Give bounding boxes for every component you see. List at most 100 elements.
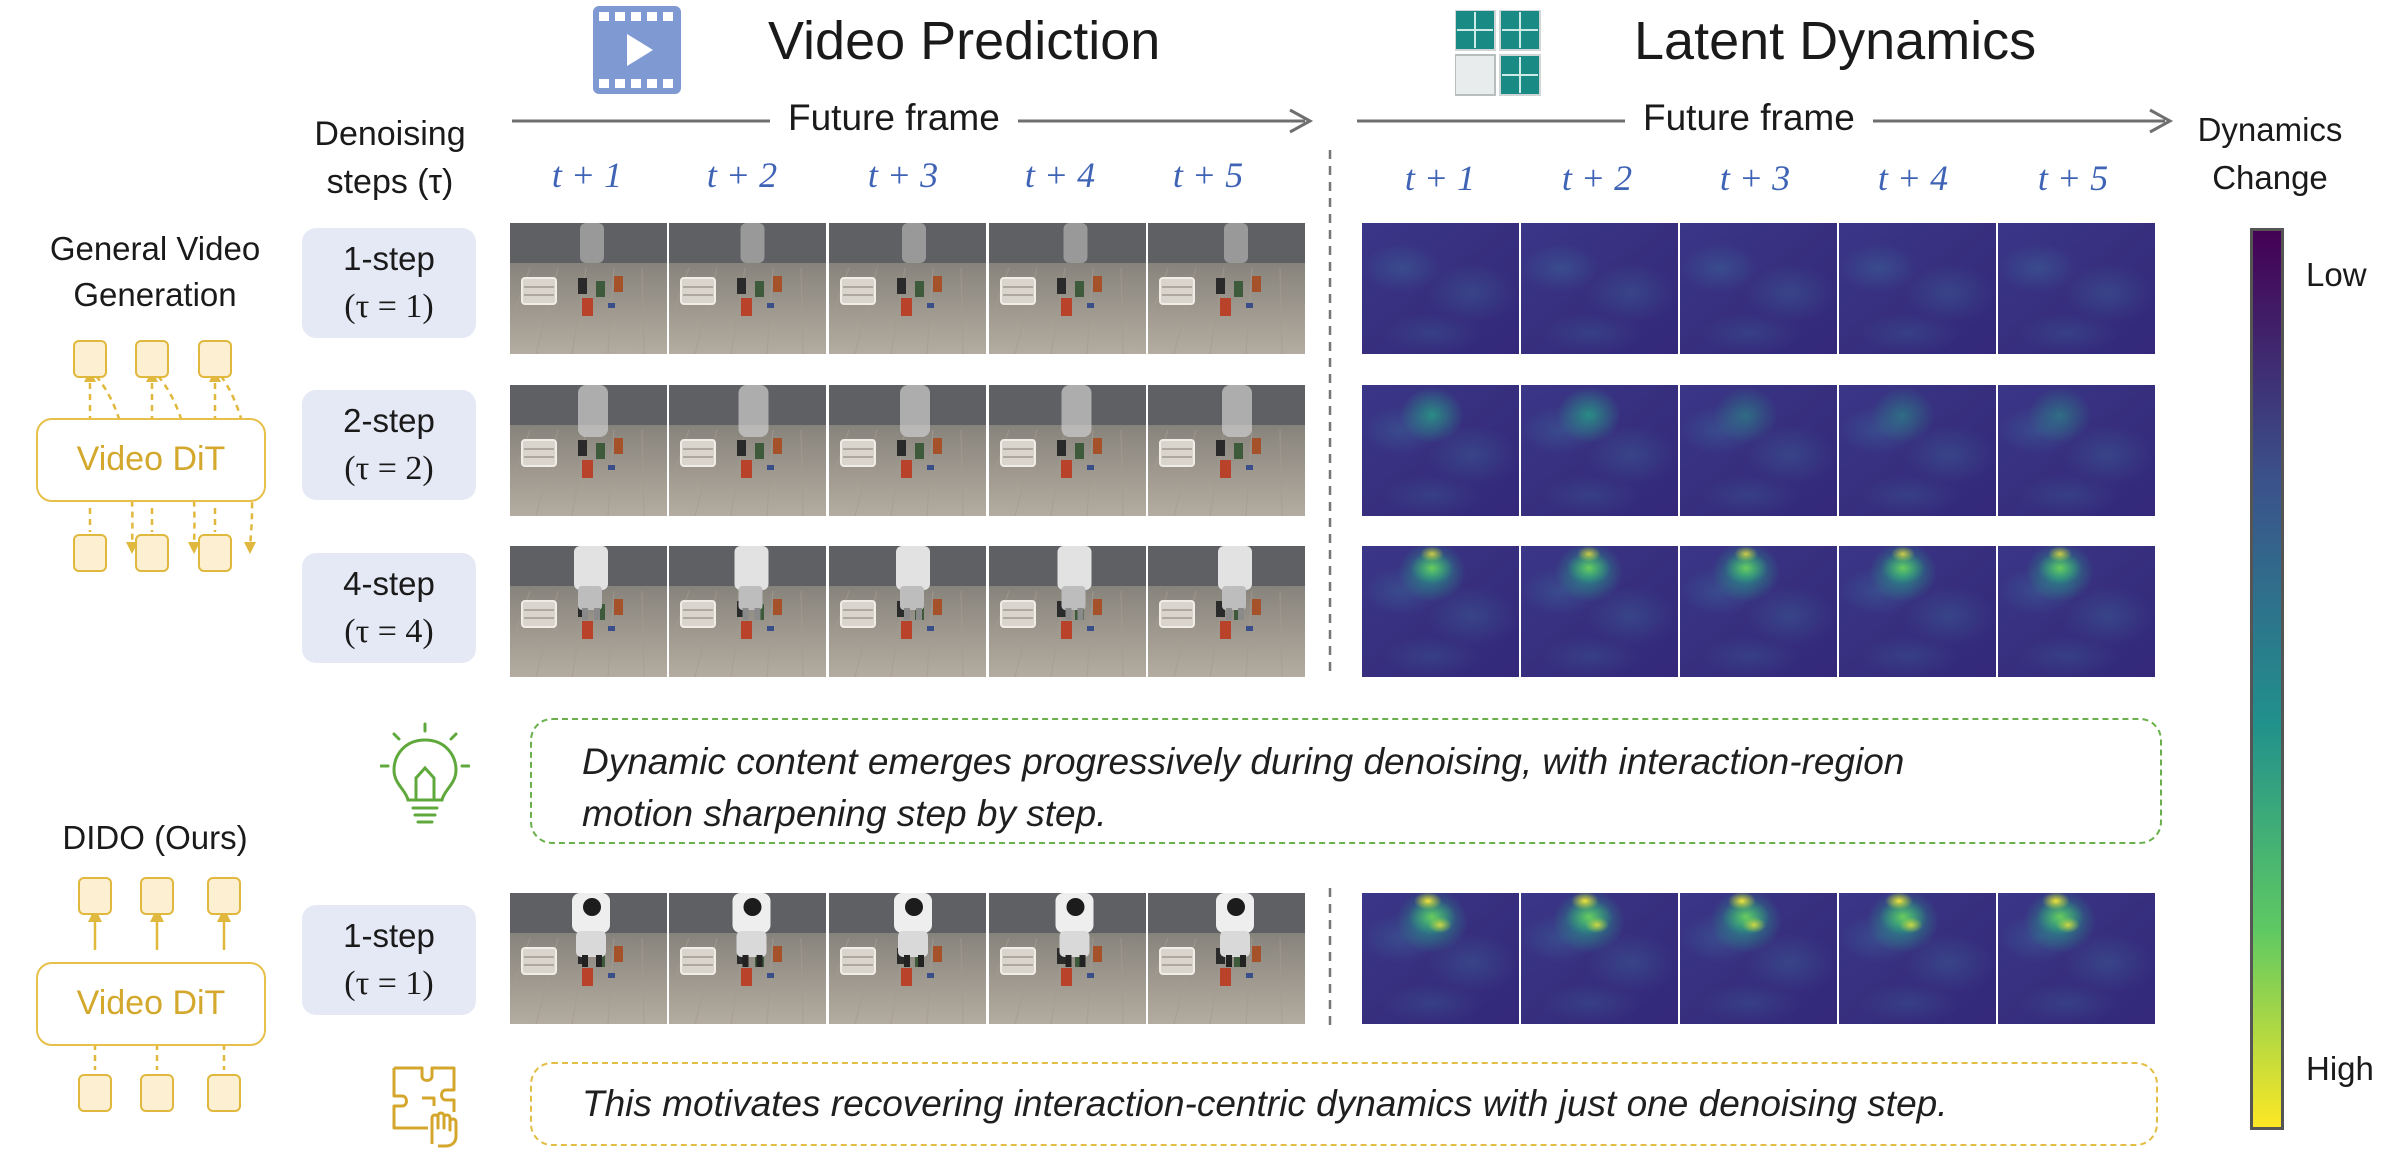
heatmap-frame: [1362, 223, 1519, 354]
heatmap-frame: [1998, 385, 2155, 516]
heatmap-frame: [1521, 223, 1678, 354]
step-box-3: 4-step (τ = 4): [302, 553, 476, 663]
token-output: [135, 340, 169, 378]
time-label: t + 4: [1877, 158, 1949, 198]
insight-note: Dynamic content emerges progressively du…: [530, 718, 2162, 844]
heatmap-frame: [1998, 893, 2155, 1024]
dido-dit-diagram: [88, 908, 231, 1070]
lightbulb-icon: [380, 722, 470, 824]
heatmap-frame: [1839, 223, 1996, 354]
insight-line2: motion sharpening step by step.: [582, 793, 1107, 834]
heatmap-frame: [1839, 893, 1996, 1024]
heatmap-frame: [1521, 546, 1678, 677]
token-output: [73, 340, 107, 378]
token-input: [207, 1074, 241, 1112]
dido-video-dit-box: Video DiT: [36, 962, 266, 1046]
heatmap-frame: [1998, 223, 2155, 354]
token-input: [135, 534, 169, 572]
step-tau: (τ = 2): [344, 450, 434, 487]
video-frame: [669, 385, 826, 516]
token-input: [140, 1074, 174, 1112]
future-frame-arrows: [512, 108, 2174, 134]
video-frame: [829, 223, 986, 354]
video-frame: [829, 893, 986, 1024]
video-frame: [829, 385, 986, 516]
heatmap-frame: [1362, 546, 1519, 677]
video-frame: [1148, 385, 1305, 516]
step-box-1: 1-step (τ = 1): [302, 228, 476, 338]
token-output: [78, 877, 112, 915]
token-input: [78, 1074, 112, 1112]
denoising-label-line1: Denoising: [314, 115, 466, 153]
video-frame: [989, 893, 1146, 1024]
step-count: 1-step: [343, 917, 435, 954]
step-box-4: 1-step (τ = 1): [302, 905, 476, 1015]
video-frame: [669, 223, 826, 354]
heatmap-frame: [1680, 385, 1837, 516]
colorbar: [2250, 228, 2284, 1130]
step-count: 4-step: [343, 565, 435, 602]
step-tau: (τ = 4): [344, 613, 434, 650]
colorbar-title: Dynamics Change: [2180, 106, 2360, 202]
insight-line1: Dynamic content emerges progressively du…: [582, 741, 1905, 782]
video-frame: [510, 223, 667, 354]
video-frame: [989, 546, 1146, 677]
video-prediction-title: Video Prediction: [768, 11, 1161, 71]
video-frame: [829, 546, 986, 677]
general-video-dit-box: Video DiT: [36, 418, 266, 502]
token-output: [140, 877, 174, 915]
colorbar-title-line2: Change: [2212, 159, 2328, 196]
time-label: t + 4: [1024, 155, 1096, 195]
heatmap-frame: [1680, 546, 1837, 677]
time-label: t + 5: [1172, 155, 1244, 195]
general-video-generation-label: General Video Generation: [20, 226, 290, 318]
grid-tiles-icon: [1455, 10, 1541, 96]
video-frame: [510, 385, 667, 516]
time-label: t + 3: [1719, 158, 1791, 198]
video-frame: [669, 893, 826, 1024]
heatmap-frame: [1839, 385, 1996, 516]
future-frame-label-video: Future frame: [770, 97, 1018, 139]
colorbar-low-label: Low: [2306, 256, 2367, 293]
time-label: t + 3: [867, 155, 939, 195]
heatmap-frame: [1680, 893, 1837, 1024]
heatmap-frame: [1839, 546, 1996, 677]
step-tau: (τ = 1): [344, 965, 434, 1002]
heatmap-frame: [1521, 893, 1678, 1024]
future-frame-label-latent: Future frame: [1625, 97, 1873, 139]
step-count: 2-step: [343, 402, 435, 439]
denoising-steps-label: Denoising steps (τ): [300, 110, 480, 206]
video-frame: [510, 546, 667, 677]
latent-dynamics-title: Latent Dynamics: [1634, 11, 2037, 71]
time-label: t + 2: [1561, 158, 1633, 198]
film-play-icon: [593, 6, 681, 94]
step-tau: (τ = 1): [344, 288, 434, 325]
heatmap-frame: [1362, 385, 1519, 516]
heatmap-frame: [1998, 546, 2155, 677]
video-frame: [1148, 223, 1305, 354]
video-frame: [1148, 893, 1305, 1024]
token-output: [207, 877, 241, 915]
denoising-label-line2: steps (τ): [326, 163, 454, 201]
heatmap-frame: [1521, 385, 1678, 516]
video-frame: [1148, 546, 1305, 677]
colorbar-high-label: High: [2306, 1050, 2374, 1087]
heatmap-frame: [1680, 223, 1837, 354]
motivation-text: This motivates recovering interaction-ce…: [582, 1083, 1948, 1124]
colorbar-title-line1: Dynamics: [2197, 111, 2343, 148]
section-divider: [1328, 150, 1332, 1025]
heatmap-frame: [1362, 893, 1519, 1024]
time-label: t + 1: [551, 155, 623, 195]
general-title-line1: General Video: [49, 230, 261, 267]
puzzle-hand-icon: [392, 1066, 458, 1148]
step-count: 1-step: [343, 240, 435, 277]
step-box-2: 2-step (τ = 2): [302, 390, 476, 500]
general-title-line2: Generation: [73, 276, 237, 313]
token-output: [198, 340, 232, 378]
token-input: [198, 534, 232, 572]
motivation-note: This motivates recovering interaction-ce…: [530, 1062, 2158, 1146]
video-frame: [510, 893, 667, 1024]
token-input: [73, 534, 107, 572]
time-label: t + 1: [1404, 158, 1476, 198]
video-frame: [989, 385, 1146, 516]
